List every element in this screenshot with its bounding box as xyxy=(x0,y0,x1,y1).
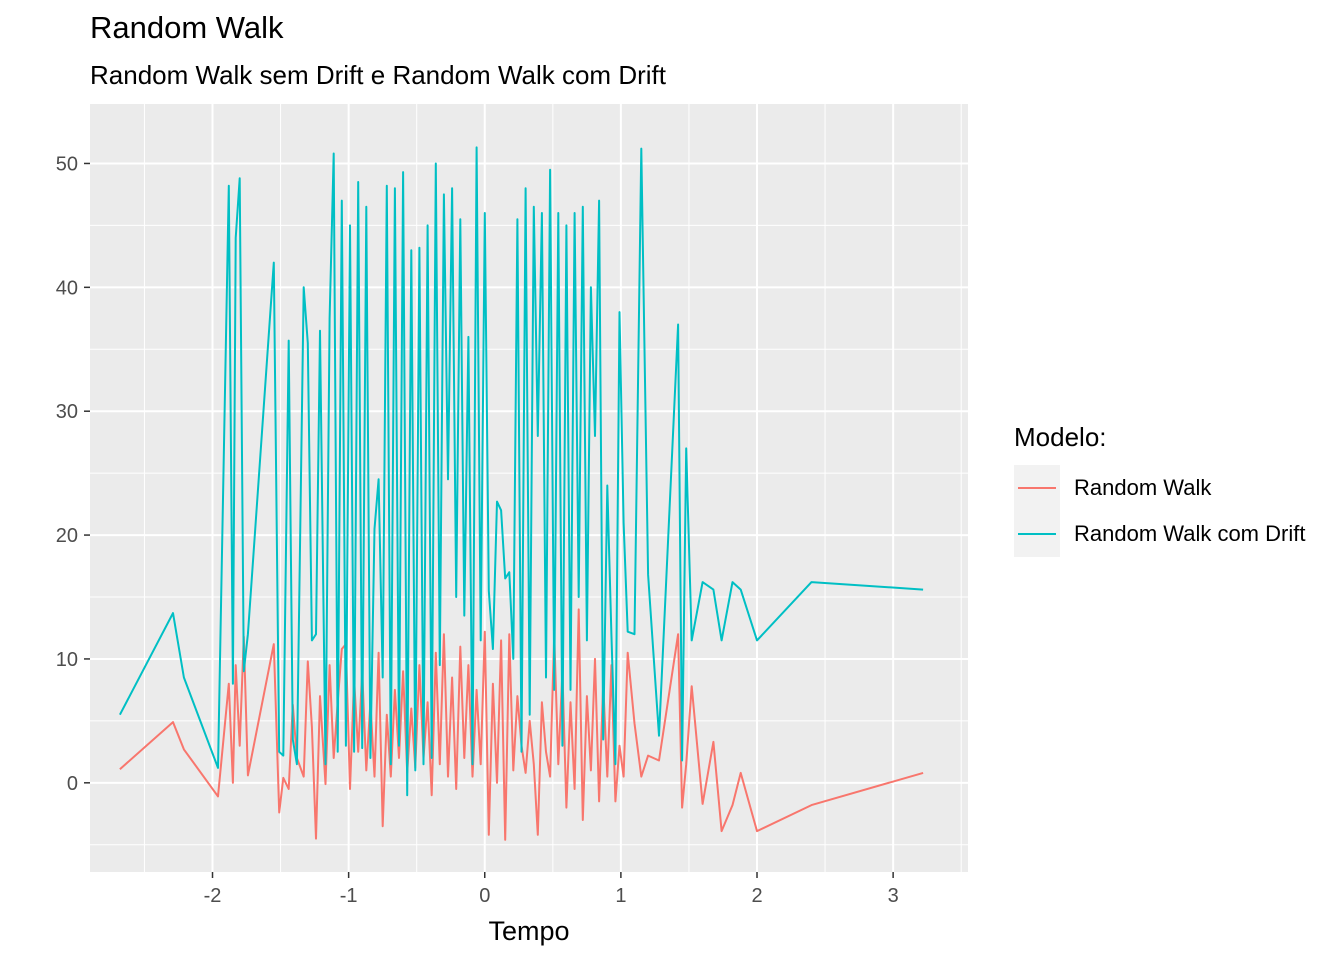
x-axis: -2 -1 0 1 2 3 xyxy=(204,872,899,907)
chart-subtitle: Random Walk sem Drift e Random Walk com … xyxy=(90,60,666,90)
y-tick-label: 30 xyxy=(56,401,78,423)
y-axis: 0 10 20 30 40 50 xyxy=(56,153,90,795)
legend-title: Modelo: xyxy=(1014,422,1107,452)
y-tick-label: 50 xyxy=(56,153,78,175)
chart-title: Random Walk xyxy=(90,10,284,45)
series-line-random-walk-drift xyxy=(119,146,924,797)
legend-key-random-walk-drift xyxy=(1014,511,1060,557)
series-layer xyxy=(119,146,924,841)
legend-swatch-line xyxy=(1018,487,1056,489)
y-tick-label: 0 xyxy=(67,773,78,795)
legend-item-random-walk-drift: Random Walk com Drift xyxy=(1014,511,1305,557)
x-tick-label: 2 xyxy=(751,885,762,907)
legend-label-random-walk-drift: Random Walk com Drift xyxy=(1074,521,1306,546)
x-tick-label: 1 xyxy=(615,885,626,907)
legend-item-random-walk: Random Walk xyxy=(1014,465,1211,511)
y-tick-label: 10 xyxy=(56,649,78,671)
x-tick-label: 0 xyxy=(479,885,490,907)
x-tick-label: 3 xyxy=(888,885,899,907)
y-tick-label: 40 xyxy=(56,277,78,299)
y-tick-label: 20 xyxy=(56,525,78,547)
legend-swatch-line xyxy=(1018,533,1056,535)
series-line-random-walk xyxy=(119,608,924,841)
x-tick-label: -2 xyxy=(204,885,222,907)
legend-label-random-walk: Random Walk xyxy=(1074,475,1212,500)
x-tick-label: -1 xyxy=(340,885,358,907)
x-axis-title: Tempo xyxy=(488,916,569,946)
legend-key-random-walk xyxy=(1014,465,1060,511)
